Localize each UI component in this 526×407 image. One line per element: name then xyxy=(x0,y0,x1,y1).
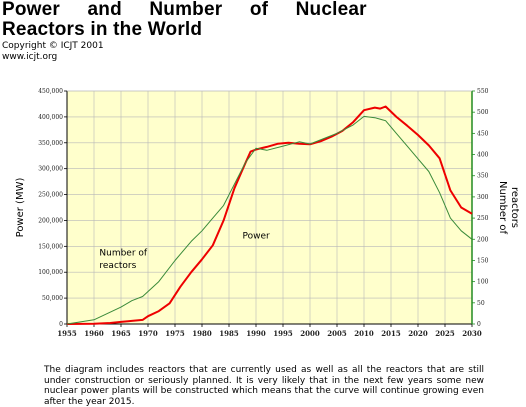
source-info: Copyright © ICJT 2001 www.icjt.org xyxy=(2,41,104,63)
y2-tick-label: 200 xyxy=(477,236,489,243)
x-tick-label: 2010 xyxy=(354,329,374,338)
tick-labels: 1955 1960 1965 1970 1975 1980 1985 1990 1995 2000… xyxy=(38,88,488,338)
series-power-line xyxy=(66,105,473,325)
chart-caption: The diagram includes reactors that are c… xyxy=(44,365,484,407)
y2-tick-label: 150 xyxy=(477,257,489,264)
y2-tick-label: 400 xyxy=(477,152,489,159)
y2-axis-label-line2: reactors xyxy=(509,187,520,228)
y-tick-label: 400,000 xyxy=(38,114,63,121)
y-tick-label: 300,000 xyxy=(38,166,63,173)
x-tick-label: 1970 xyxy=(138,329,158,338)
axes xyxy=(64,90,475,327)
x-tick-label: 1965 xyxy=(111,329,131,338)
y2-tick-label: 500 xyxy=(477,109,489,116)
y-tick-label: 100,000 xyxy=(38,269,63,276)
y-tick-label: 450,000 xyxy=(38,88,63,95)
x-tick-label: 2005 xyxy=(327,329,347,338)
y2-tick-label: 550 xyxy=(477,88,489,95)
y2-tick-label: 0 xyxy=(477,321,481,328)
y2-tick-label: 450 xyxy=(477,130,489,137)
y2-tick-label: 100 xyxy=(477,279,489,286)
x-tick-label: 1955 xyxy=(57,329,77,338)
x-tick-label: 1975 xyxy=(165,329,185,338)
y-tick-label: 150,000 xyxy=(38,243,63,250)
title-line-2: Reactors in the World xyxy=(2,19,203,40)
y-tick-label: 200,000 xyxy=(38,217,63,224)
x-tick-label: 1980 xyxy=(192,329,212,338)
y-tick-label: 0 xyxy=(59,321,63,328)
x-tick-label: 2020 xyxy=(408,329,428,338)
grid xyxy=(66,90,473,325)
y2-tick-label: 300 xyxy=(477,194,489,201)
x-tick-label: 2025 xyxy=(435,329,455,338)
x-tick-label: 1960 xyxy=(84,329,104,338)
x-tick-label: 1995 xyxy=(273,329,293,338)
y-axis-label: Power (MW) xyxy=(15,178,26,238)
y-tick-label: 250,000 xyxy=(38,192,63,199)
series-reactors-line xyxy=(66,115,473,325)
y2-tick-label: 50 xyxy=(477,300,485,307)
series-lines xyxy=(66,105,473,325)
x-tick-label: 2000 xyxy=(300,329,320,338)
chart-title: Power and Number of Nuclear Reactors in … xyxy=(2,0,367,40)
annotations: Power Number of reactors xyxy=(99,232,270,272)
annotation-label: Number of xyxy=(99,249,148,259)
x-tick-label: 2015 xyxy=(381,329,401,338)
y2-tick-label: 350 xyxy=(477,173,489,180)
title-line-1: Power and Number of Nuclear xyxy=(2,0,367,20)
x-tick-label: 1990 xyxy=(246,329,266,338)
axis-labels: Power (MW) Number of reactors xyxy=(15,178,520,238)
copyright-text: Copyright © ICJT 2001 xyxy=(2,41,104,51)
plot-area xyxy=(67,91,472,324)
website-text: www.icjt.org xyxy=(2,52,58,62)
annotation-label: Power xyxy=(243,232,271,242)
x-tick-label: 2030 xyxy=(462,329,482,338)
annotation-label: reactors xyxy=(99,261,136,271)
y2-tick-label: 250 xyxy=(477,215,489,222)
y2-axis-label-line1: Number of xyxy=(497,181,508,234)
y-tick-label: 50,000 xyxy=(42,295,63,302)
x-tick-label: 1985 xyxy=(219,329,239,338)
y-tick-label: 350,000 xyxy=(38,140,63,147)
